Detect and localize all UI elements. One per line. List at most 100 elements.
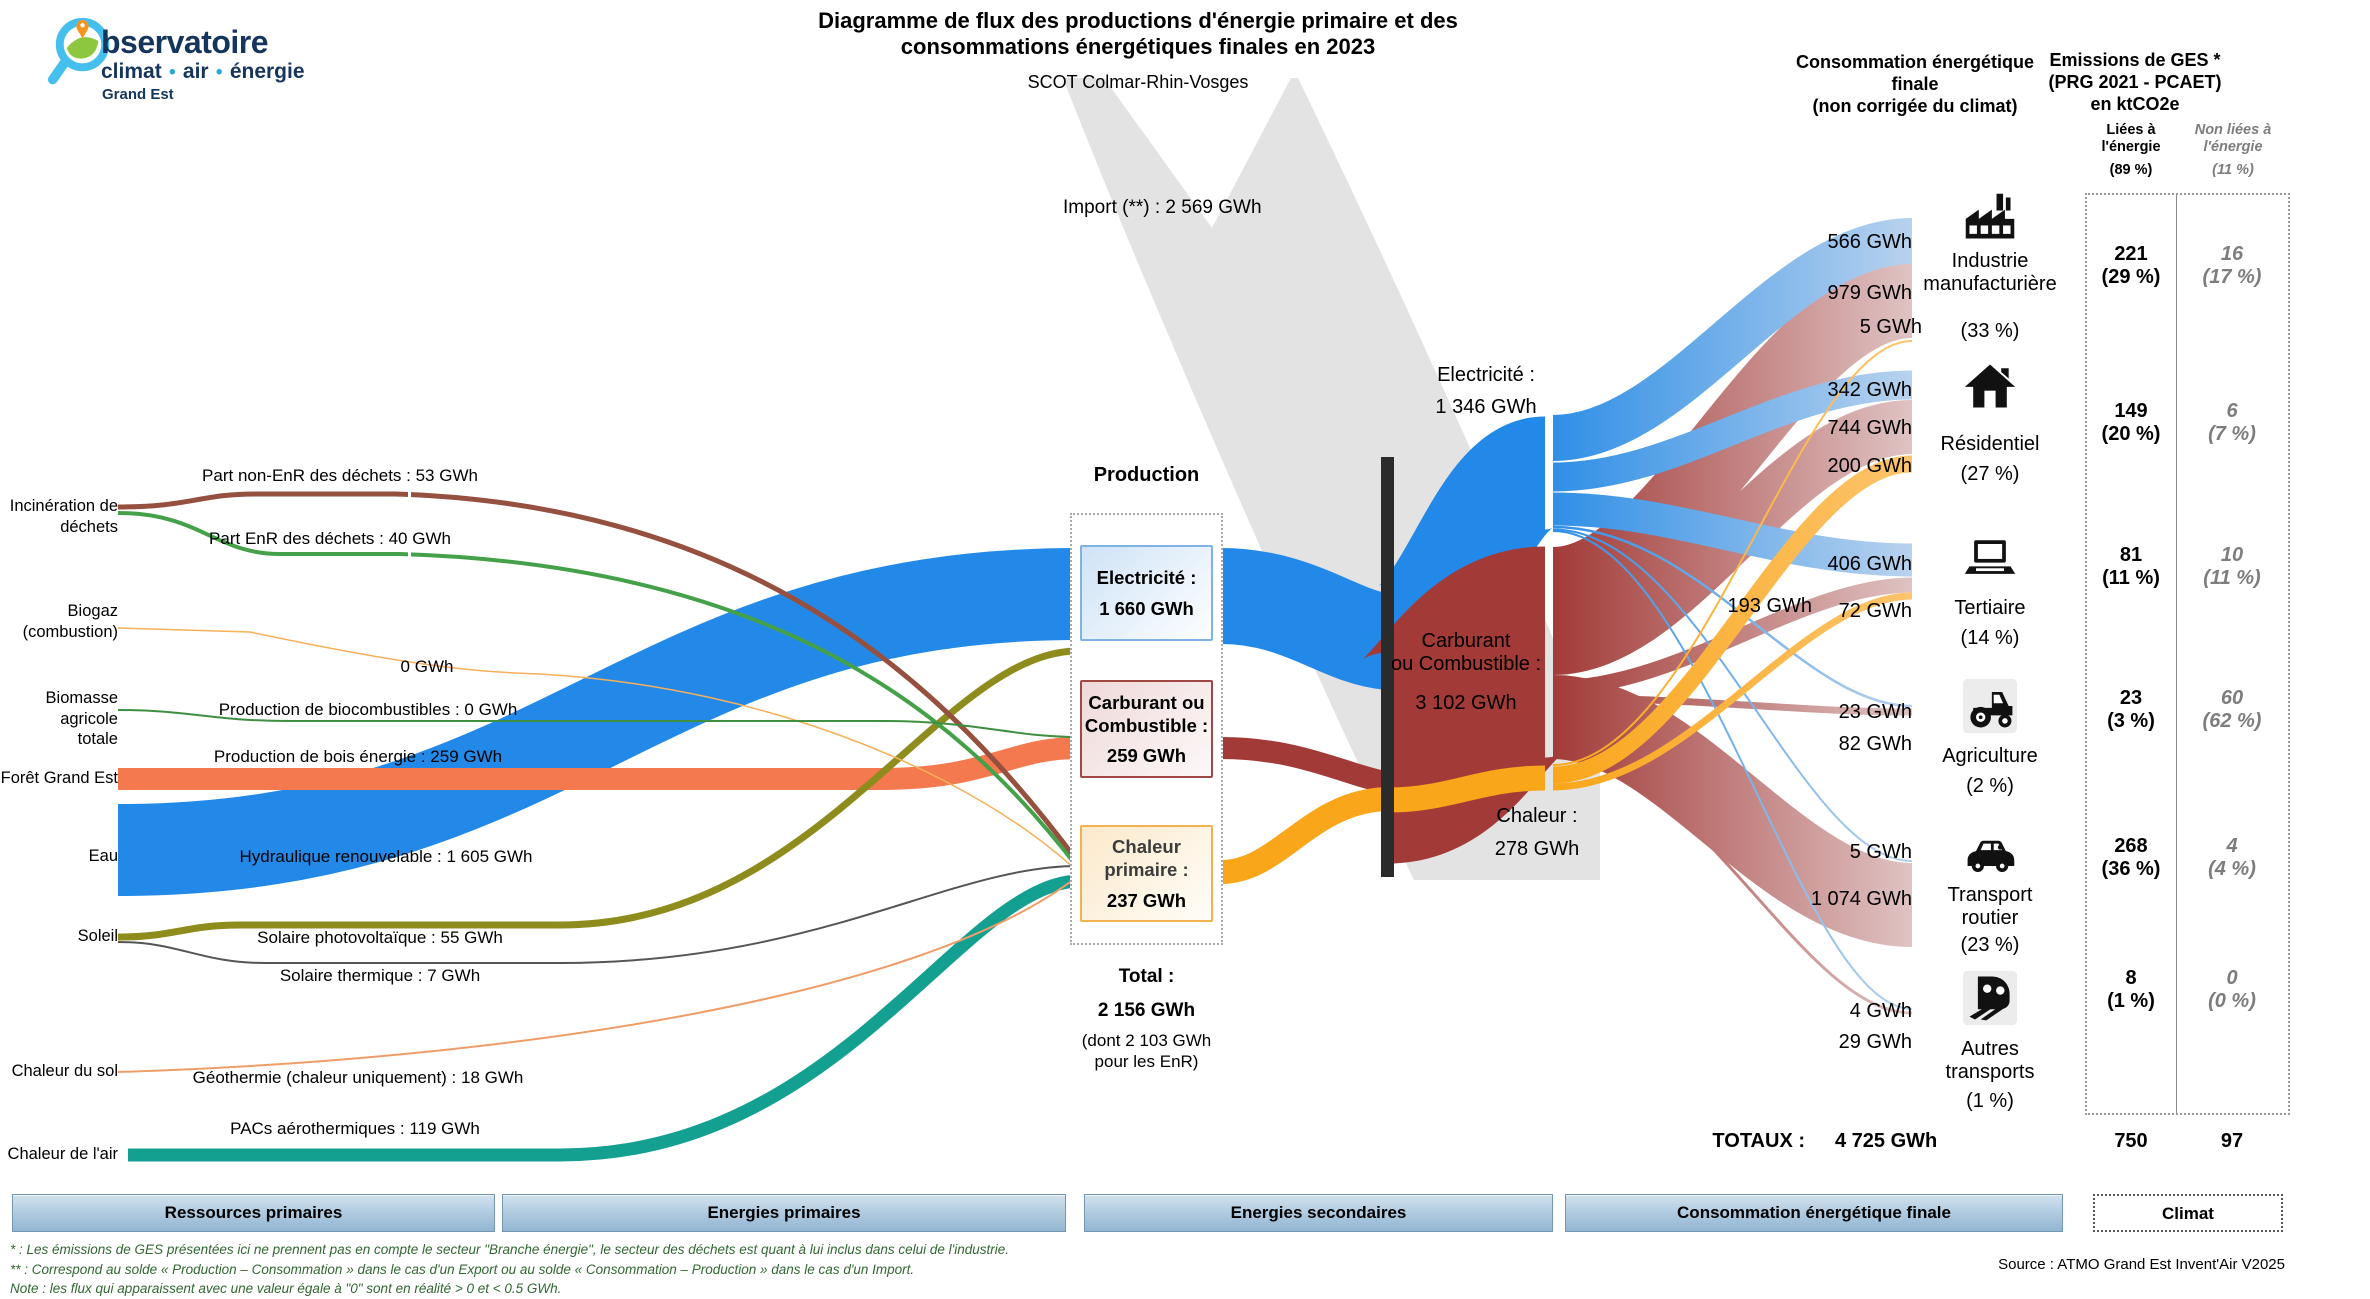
flow-elec-transport [1552, 528, 1913, 862]
ges-value: 16 [2220, 243, 2244, 265]
flow-label-biogaz-0: 0 GWh [400, 657, 454, 676]
totaux-value: 4 725 GWh [1835, 1130, 1938, 1152]
secondary-fuel-label: Carburant ou Combustible : [1390, 630, 1542, 675]
factory-icon [1965, 193, 2015, 239]
title-line2: consommations énergétiques finales en 20… [900, 34, 1376, 60]
sector-pct-agriculture: (2 %) [1966, 775, 2014, 797]
ges-col1-header: Liées à l'énergie [2101, 122, 2161, 155]
flow-elec-industrie [1551, 218, 1914, 461]
production-box-heat: Chaleur primaire : 237 GWh [1080, 825, 1213, 922]
ges-value: 268 [2114, 835, 2148, 857]
ges-pct: (0 %) [2208, 990, 2256, 1012]
ges-autres-energy: 8 (1 %) [2087, 967, 2175, 1013]
value-industrie-heat: 5 GWh [1859, 316, 1922, 338]
legend-climat: Climat [2093, 1194, 2283, 1232]
value-transport-elec: 5 GWh [1849, 841, 1912, 863]
sector-label-transport: Transport routier [1947, 884, 2033, 929]
production-total-note: (dont 2 103 GWh pour les EnR) [1081, 1031, 1212, 1072]
flow-elec-tertiaire [1552, 492, 1913, 577]
flow-label-biocombustibles: Production de biocombustibles : 0 GWh [218, 700, 518, 719]
production-fuel-name: Carburant ou Combustible : [1084, 691, 1209, 736]
flow-fuel-out [1220, 737, 1392, 794]
production-total-value: 2 156 GWh [1097, 1000, 1196, 1021]
source-label-chaleur-air: Chaleur de l'air [7, 1145, 118, 1163]
ges-col2-header: Non liées à l'énergie [2194, 122, 2272, 155]
pin-tip-icon [77, 29, 88, 39]
flow-heat-industrie [1552, 340, 1913, 766]
ges-total-energy: 750 [2114, 1130, 2148, 1152]
title-line1: Diagramme de flux des productions d'éner… [818, 8, 1458, 33]
value-industrie-elec: 566 GWh [1827, 231, 1912, 253]
flow-heat-node [1387, 765, 1546, 813]
flow-elec-out [1219, 548, 1396, 690]
production-heat-value: 237 GWh [1106, 889, 1187, 911]
ges-transport-non-energy: 4 (4 %) [2179, 835, 2285, 881]
magnifier-handle-icon [47, 57, 70, 85]
value-autres-fuel: 29 GWh [1838, 1031, 1912, 1053]
ges-value: 81 [2119, 544, 2143, 566]
flow-label-bois-energie: Production de bois énergie : 259 GWh [213, 747, 503, 766]
flow-solaire-pv [117, 647, 1079, 941]
flow-import-notch [1104, 78, 1291, 228]
ges-industrie-energy: 221 (29 %) [2087, 243, 2175, 289]
junction-bar [1381, 457, 1394, 877]
flow-dechets-non-enr [117, 491, 1081, 864]
ges-value: 6 [2226, 400, 2238, 422]
tractor-icon [1962, 678, 2018, 734]
ges-agriculture-energy: 23 (3 %) [2087, 687, 2175, 733]
ges-pct: (17 %) [2202, 266, 2262, 288]
consumption-header: Consommation énergétique finale (non cor… [1795, 52, 2035, 116]
ges-value: 10 [2220, 544, 2244, 566]
flow-biogaz [117, 627, 1079, 873]
logo-region: Grand Est [102, 86, 174, 103]
ges-value: 8 [2125, 967, 2137, 989]
pin-hole-icon [80, 23, 85, 28]
legend-consommation-finale: Consommation énergétique finale [1565, 1194, 2063, 1232]
value-industrie-fuel: 979 GWh [1827, 282, 1912, 304]
ges-autres-non-energy: 0 (0 %) [2179, 967, 2285, 1013]
ges-pct: (62 %) [2202, 710, 2262, 732]
page-title: Diagramme de flux des productions d'éner… [738, 8, 1538, 61]
source-credit: Source : ATMO Grand Est Invent'Air V2025 [1998, 1256, 2285, 1273]
logo-word-energie: énergie [229, 60, 305, 83]
laptop-icon [1964, 540, 2016, 574]
flow-label-dechets-non-enr: Part non-EnR des déchets : 53 GWh [202, 466, 478, 485]
value-tertiaire-elec: 406 GWh [1827, 553, 1912, 575]
flow-fuel-transport [1550, 675, 1915, 947]
flow-bois-energie [118, 737, 1079, 790]
flow-solaire-thermique [117, 865, 1079, 964]
value-tertiaire-fuel: 193 GWh [1727, 595, 1812, 617]
flow-label-pacs: PACs aérothermiques : 119 GWh [230, 1119, 480, 1138]
source-label-soleil: Soleil [77, 927, 118, 945]
ges-table [2085, 193, 2290, 1115]
ges-col2-pct: (11 %) [2212, 162, 2254, 178]
house-icon [1964, 364, 2016, 408]
flow-dechets-enr [117, 511, 1080, 870]
sector-label-industrie: Industrie manufacturière [1923, 250, 2057, 295]
logo-tagline: climat • air • énergie [101, 60, 305, 84]
import-label: Import (**) : 2 569 GWh [1063, 197, 1262, 218]
production-fuel-value: 259 GWh [1106, 745, 1187, 767]
flow-label-solaire-thermique: Solaire thermique : 7 GWh [279, 966, 481, 985]
flow-fuel-autres [1552, 754, 1913, 1015]
ges-pct: (1 %) [2107, 990, 2155, 1012]
ges-value: 60 [2220, 687, 2244, 709]
production-electricity-name: Electricité : [1096, 567, 1197, 589]
production-box-electricity: Electricité : 1 660 GWh [1080, 545, 1213, 641]
ges-residentiel-energy: 149 (20 %) [2087, 400, 2175, 446]
ges-pct: (36 %) [2101, 858, 2161, 880]
value-residentiel-fuel: 744 GWh [1827, 417, 1912, 439]
flow-biocombustibles [117, 709, 1079, 738]
flow-label-dechets-enr: Part EnR des déchets : 40 GWh [209, 529, 451, 548]
source-label-biomasse: Biomasse agricole totale [45, 689, 118, 749]
logo-word-air: air [182, 60, 209, 83]
secondary-heat-label: Chaleur : [1496, 805, 1578, 827]
ges-pct: (4 %) [2208, 858, 2256, 880]
sector-pct-transport: (23 %) [1960, 934, 2020, 956]
legend-energies-secondaires: Energies secondaires [1084, 1194, 1553, 1232]
flow-pacs-aerothermiques [128, 874, 1079, 1162]
train-icon [1962, 970, 2018, 1026]
flow-heat-tertiaire [1552, 592, 1913, 791]
sector-label-tertiaire: Tertiaire [1954, 597, 2026, 619]
